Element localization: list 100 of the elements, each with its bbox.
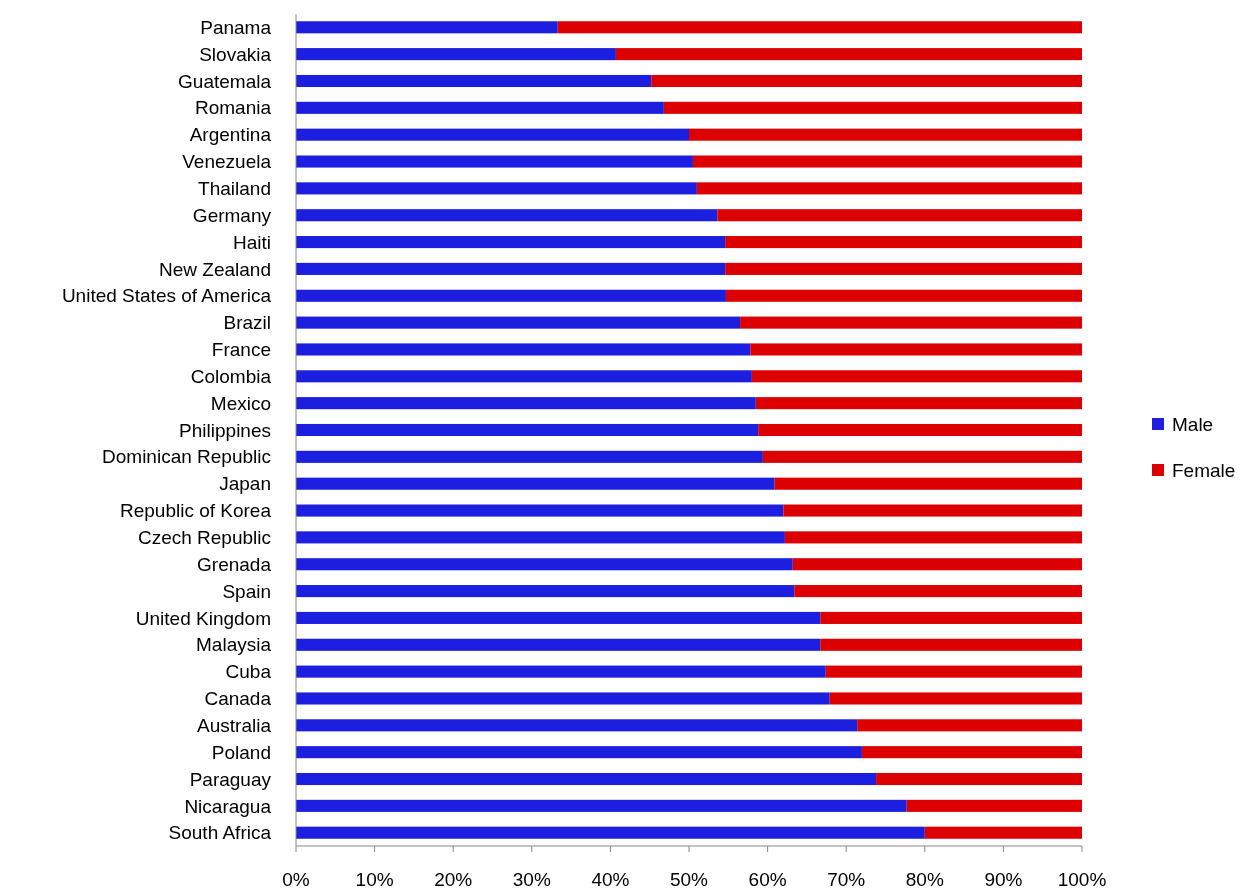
bar	[876, 772, 1082, 786]
legend-label: Male	[1172, 413, 1214, 435]
bar	[296, 423, 759, 437]
y-tick-label: Czech Republic	[137, 527, 271, 549]
y-tick-label: Japan	[219, 473, 271, 495]
bar	[820, 638, 1082, 651]
x-tick-label: 10%	[355, 869, 394, 890]
bar	[774, 477, 1082, 490]
x-tick-label: 40%	[591, 869, 630, 890]
bar	[751, 370, 1082, 383]
bar	[296, 772, 877, 786]
bar	[296, 558, 793, 571]
bar	[296, 746, 862, 759]
y-tick-label: Poland	[211, 741, 271, 763]
bar	[296, 101, 664, 114]
y-tick-label: South Africa	[168, 822, 272, 844]
bar	[296, 477, 775, 490]
y-tick-label: Spain	[222, 580, 271, 602]
bar	[296, 74, 652, 88]
bar	[296, 531, 785, 544]
x-tick-label: 50%	[669, 869, 709, 890]
bar	[924, 826, 1082, 839]
bar	[296, 638, 821, 651]
bar	[557, 21, 1082, 34]
bar	[296, 719, 858, 732]
bar	[296, 21, 558, 34]
bar	[725, 289, 1082, 302]
x-tick-label: 30%	[512, 869, 551, 890]
bar	[296, 504, 784, 517]
bar	[296, 665, 826, 678]
y-tick-label: Haiti	[232, 231, 271, 253]
x-tick-label: 70%	[827, 869, 866, 890]
bar	[296, 316, 741, 329]
bar	[296, 155, 693, 168]
y-tick-label: Thailand	[198, 178, 271, 200]
legend-label: Female	[1172, 459, 1236, 481]
bar	[296, 397, 756, 410]
bar	[296, 343, 751, 356]
bar	[784, 531, 1082, 544]
y-tick-label: Cuba	[225, 661, 272, 683]
bar	[296, 262, 726, 275]
y-tick-label: New Zealand	[159, 258, 271, 280]
y-tick-label: Slovakia	[199, 43, 272, 65]
y-tick-label: Nicaragua	[184, 795, 272, 817]
x-tick-label: 60%	[748, 869, 787, 890]
x-tick-label: 0%	[282, 869, 310, 890]
y-tick-label: Brazil	[223, 312, 271, 334]
bar	[296, 128, 689, 141]
y-tick-label: Mexico	[210, 392, 271, 414]
bar	[651, 74, 1082, 88]
bar	[692, 155, 1082, 168]
bar	[615, 48, 1082, 61]
y-tick-label: France	[211, 339, 271, 361]
bar	[829, 692, 1082, 705]
y-tick-label: Republic of Korea	[119, 500, 272, 522]
y-tick-label: Dominican Republic	[102, 446, 271, 468]
bar	[861, 746, 1082, 759]
bar	[758, 423, 1082, 437]
bar	[296, 48, 616, 61]
y-tick-label: Colombia	[190, 365, 272, 387]
x-tick-label: 80%	[905, 869, 944, 890]
bar	[296, 799, 907, 812]
bar	[296, 611, 821, 624]
bar	[725, 262, 1082, 275]
bar	[794, 585, 1082, 598]
bar	[906, 799, 1082, 812]
bar	[689, 128, 1082, 141]
y-tick-label: Malaysia	[196, 634, 272, 656]
bar	[820, 611, 1082, 624]
y-tick-label: Canada	[204, 688, 272, 710]
bar	[755, 397, 1082, 410]
x-tick-label: 100%	[1057, 869, 1107, 890]
bar	[725, 236, 1082, 249]
y-tick-label: Romania	[194, 97, 272, 119]
bar	[296, 585, 795, 598]
bar	[296, 450, 763, 463]
bar	[792, 558, 1082, 571]
y-tick-label: Grenada	[197, 553, 272, 575]
bar	[296, 236, 726, 249]
x-tick-label: 90%	[984, 869, 1023, 890]
x-tick-label: 20%	[434, 869, 473, 890]
y-tick-label: United Kingdom	[135, 607, 271, 629]
bar	[296, 826, 925, 839]
bar	[296, 182, 697, 195]
bar	[762, 450, 1082, 463]
y-tick-label: Panama	[200, 16, 272, 38]
bar	[783, 504, 1082, 517]
y-tick-label: Philippines	[179, 419, 271, 441]
bar	[750, 343, 1082, 356]
y-tick-label: Guatemala	[178, 70, 272, 92]
bar	[296, 692, 830, 705]
bar	[740, 316, 1082, 329]
bar	[857, 719, 1082, 732]
y-tick-label: Argentina	[189, 124, 272, 146]
bar	[296, 370, 752, 383]
y-tick-label: Germany	[192, 204, 272, 226]
bar	[717, 209, 1082, 222]
bar	[696, 182, 1082, 195]
bar	[825, 665, 1082, 678]
bar	[296, 289, 726, 302]
